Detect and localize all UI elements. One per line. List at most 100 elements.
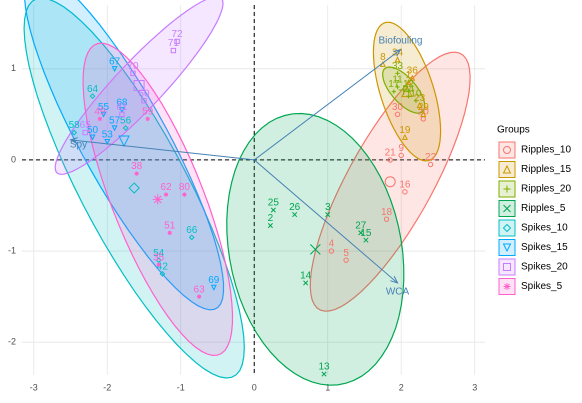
arrow-label: Biofouling [379, 35, 423, 46]
point-label: 61 [116, 102, 128, 113]
y-tick-label: 1 [11, 63, 16, 73]
point-label: 49 [94, 107, 106, 118]
legend-key [498, 219, 516, 237]
point-label: 64 [87, 84, 99, 95]
point [163, 192, 169, 197]
point [328, 248, 335, 254]
point [343, 257, 349, 263]
point [292, 212, 298, 218]
point [401, 133, 408, 140]
legend-title: Groups [497, 125, 530, 136]
y-tick-label: -2 [8, 337, 16, 347]
point-label: 24 [403, 84, 415, 95]
point-label: 27 [355, 220, 367, 231]
legend-symbol [502, 243, 512, 253]
legend-label: Ripples_20 [521, 184, 571, 195]
point-label: 67 [109, 56, 121, 67]
point [174, 38, 180, 45]
point-label: 11 [392, 75, 403, 86]
confidence-ellipse [54, 0, 224, 175]
point [210, 284, 217, 291]
point [395, 71, 400, 76]
point-label: 30 [392, 102, 404, 113]
point-label: 62 [160, 182, 172, 193]
x-tick-label: -2 [103, 382, 111, 392]
point [196, 294, 202, 299]
legend-symbol [503, 283, 511, 290]
point-label: 54 [153, 248, 165, 259]
point-label: 65 [80, 120, 92, 131]
loading-arrow [253, 159, 397, 283]
point-label: 8 [380, 52, 386, 63]
point-label: 14 [300, 271, 312, 282]
point-label: 22 [425, 152, 437, 163]
point [104, 139, 111, 146]
group-centroid [398, 85, 409, 96]
point-label: 21 [385, 148, 397, 159]
point-label: 12 [403, 79, 415, 90]
legend-label: Ripples_15 [521, 164, 571, 175]
point [118, 107, 125, 114]
point-label: 57 [109, 116, 121, 127]
point-label: 15 [360, 228, 372, 239]
x-tick-label: 0 [252, 382, 257, 392]
point-label: 68 [116, 97, 128, 108]
point-label: 63 [194, 284, 206, 295]
legend-key [498, 239, 516, 256]
point [155, 257, 162, 264]
point [394, 111, 401, 118]
point-label: 33 [392, 61, 404, 72]
confidence-ellipse [23, 0, 245, 379]
legend-symbol [503, 263, 511, 271]
legend-label: Spikes_10 [521, 223, 568, 234]
confidence-ellipse [309, 51, 471, 312]
point [270, 207, 276, 213]
point [156, 262, 161, 267]
legend-label: Ripples_10 [521, 145, 571, 156]
legend-label: Spikes_5 [521, 281, 563, 292]
point-label: 69 [208, 275, 220, 286]
legend-symbol [502, 223, 512, 233]
x-tick-label: -1 [177, 382, 185, 392]
point-label: 29 [418, 102, 430, 113]
point-label: 18 [381, 207, 393, 218]
point-label: 5 [343, 248, 349, 259]
point [409, 74, 416, 81]
point [188, 234, 195, 241]
point-label: 35 [153, 252, 165, 263]
point-label: 50 [87, 125, 99, 136]
point-label: 66 [186, 225, 198, 236]
point-label: 9 [398, 143, 404, 154]
x-tick-label: 1 [325, 382, 330, 392]
point [145, 116, 150, 122]
point [358, 230, 364, 236]
point-label: 19 [399, 125, 411, 136]
group-centroid [118, 135, 130, 148]
arrow-label: WCA [386, 287, 410, 298]
point [405, 79, 412, 86]
point-label: 51 [164, 220, 176, 231]
point [387, 157, 393, 163]
point [182, 192, 187, 197]
point [267, 222, 273, 229]
legend-label: Ripples_5 [521, 203, 566, 214]
legend-symbol [503, 204, 511, 213]
point-label: 1 [406, 70, 412, 81]
y-tick-label: -1 [8, 245, 16, 255]
point-label: 4 [329, 239, 335, 250]
point [130, 70, 136, 77]
point-label: 59 [142, 107, 154, 118]
point [134, 171, 139, 176]
point-label: 80 [179, 182, 191, 193]
legend-symbol [503, 146, 512, 154]
point-label: 53 [102, 129, 114, 140]
point [159, 270, 166, 277]
y-tick-label: 0 [11, 154, 16, 164]
legend-key [498, 141, 516, 159]
point [111, 125, 118, 132]
point-label: 70 [127, 61, 139, 72]
x-tick-label: 3 [472, 382, 477, 392]
point-label: 2 [268, 213, 274, 224]
point [119, 111, 125, 118]
